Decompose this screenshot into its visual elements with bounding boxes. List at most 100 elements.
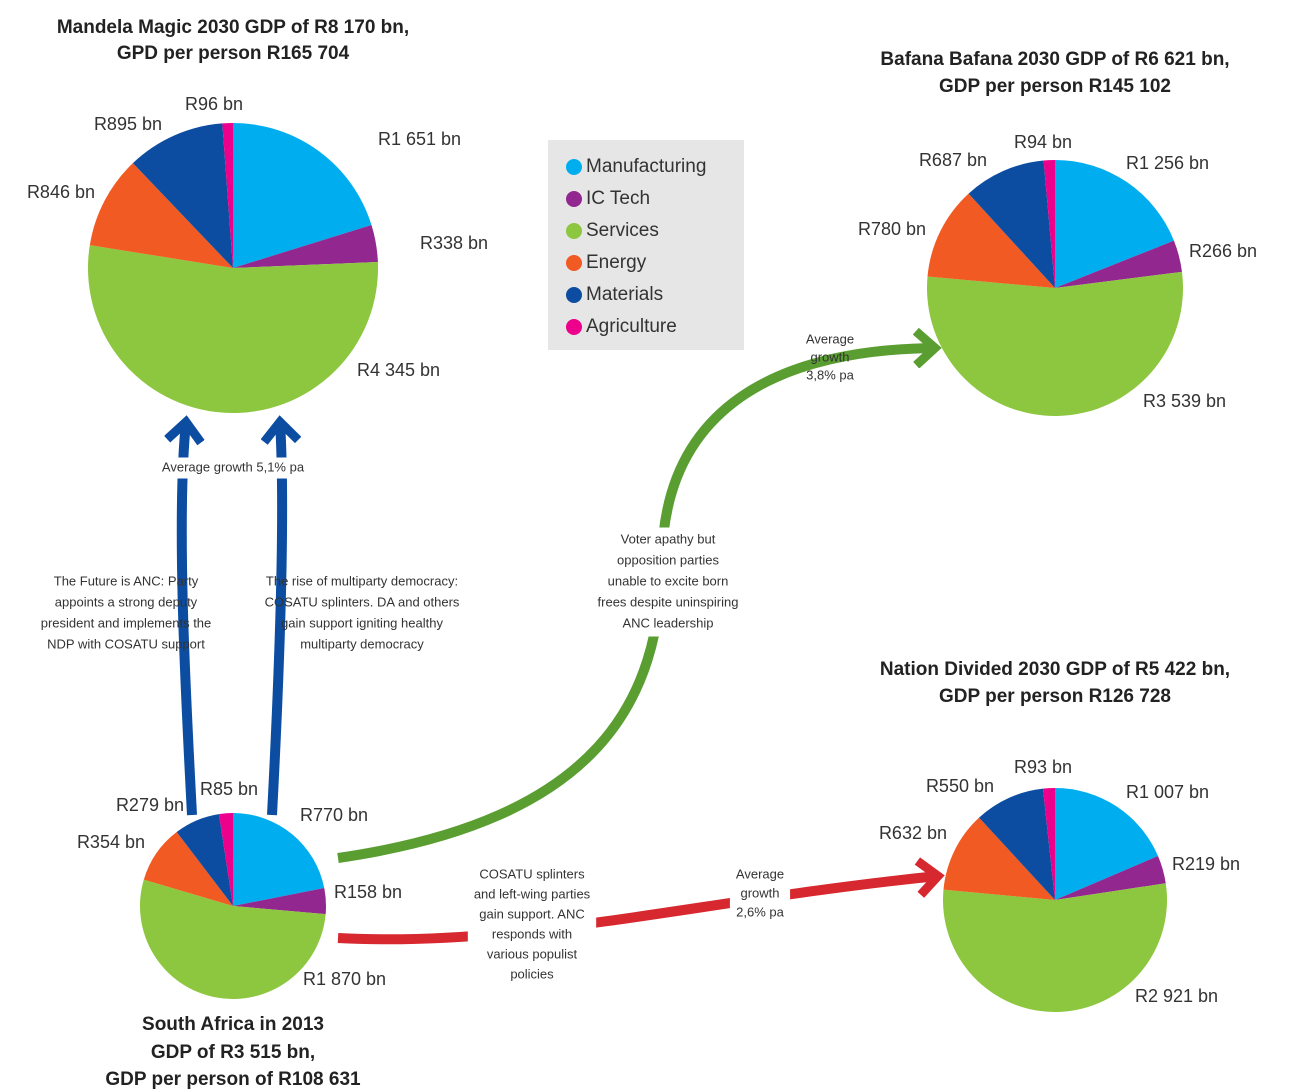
annotation-text: opposition parties [617, 552, 719, 567]
value-label: R2 921 bn [1135, 986, 1218, 1006]
pie-slice [1042, 788, 1055, 900]
chart-title: GDP per person R126 728 [939, 686, 1171, 707]
value-label: R1 007 bn [1126, 782, 1209, 802]
annotation-text: 2,6% pa [736, 904, 784, 919]
annotation-text: president and implements the [41, 615, 212, 630]
annotation-text: The rise of multiparty democracy: [266, 573, 458, 588]
annotation-text: multiparty democracy [300, 636, 424, 651]
value-label: R895 bn [94, 114, 162, 134]
chart-title: Bafana Bafana 2030 GDP of R6 621 bn, [880, 49, 1229, 70]
pie-slice [1055, 160, 1174, 288]
value-label: R780 bn [858, 219, 926, 239]
annotation-text: unable to excite born [608, 573, 729, 588]
chart-title: GDP of R3 515 bn, [151, 1042, 315, 1063]
value-label: R4 345 bn [357, 360, 440, 380]
annotation-text: growth [810, 349, 849, 364]
annotation-bg [591, 527, 745, 637]
pie-slice [943, 817, 1055, 900]
annotation: Voter apathy but opposition parties unable… [591, 527, 745, 637]
annotation-text: The Future is ANC: Party [54, 573, 199, 588]
value-label: R338 bn [420, 233, 488, 253]
legend-swatch [566, 191, 582, 207]
chart-title: Nation Divided 2030 GDP of R5 422 bn, [880, 659, 1230, 680]
pie-slice [222, 123, 233, 268]
pie-slice [1055, 855, 1166, 900]
annotation-text: responds with [492, 926, 572, 941]
pie-slice [89, 163, 234, 268]
pie-slice [927, 193, 1055, 288]
pie-slice [218, 813, 233, 906]
pie-slice [968, 160, 1055, 288]
value-label: R1 651 bn [378, 129, 461, 149]
legend-swatch [566, 319, 582, 335]
annotation-bg [729, 863, 791, 925]
annotation: Average growth 3,8% pa [806, 331, 855, 382]
annotation-text: appoints a strong deputy [55, 594, 198, 609]
value-label: R770 bn [300, 805, 368, 825]
annotation: Average growth 5,1% pa [155, 457, 311, 479]
chart-title: Mandela Magic 2030 GDP of R8 170 bn, [57, 17, 409, 38]
pie-slice [233, 123, 372, 268]
chart-title: GPD per person R165 704 [117, 43, 350, 64]
chart-title: GDP per person R145 102 [939, 76, 1171, 97]
legend-swatch [566, 223, 582, 239]
annotation-text: COSATU splinters. DA and others [265, 594, 460, 609]
value-label: R846 bn [27, 182, 95, 202]
pie-slice [87, 245, 378, 414]
legend-label: Services [586, 220, 659, 241]
value-label: R279 bn [116, 795, 184, 815]
pie-slice [233, 887, 327, 915]
value-label: R1 870 bn [303, 969, 386, 989]
pie-slice [143, 831, 233, 906]
value-label: R266 bn [1189, 241, 1257, 261]
legend-box [548, 140, 744, 350]
pie-slice [1055, 240, 1182, 288]
pie-slice [1043, 160, 1055, 288]
annotation-text: policies [510, 966, 554, 981]
annotation-text: frees despite uninspiring [598, 594, 739, 609]
chart-title: South Africa in 2013 [142, 1014, 324, 1035]
arrow [337, 876, 938, 945]
annotation-text: Average growth 5,1% pa [162, 459, 305, 474]
pie-slice [233, 813, 325, 906]
legend-label: IC Tech [586, 188, 650, 209]
value-label: R96 bn [185, 94, 243, 114]
value-label: R1 256 bn [1126, 153, 1209, 173]
pie-slice [176, 814, 233, 906]
legend-label: Manufacturing [586, 156, 706, 177]
pie-slice [979, 788, 1055, 900]
annotation-text: NDP with COSATU support [47, 636, 205, 651]
value-label: R85 bn [200, 779, 258, 799]
value-label: R94 bn [1014, 132, 1072, 152]
annotation-text: growth [740, 885, 779, 900]
pie-slice [139, 879, 326, 1000]
annotation: The rise of multiparty democracy: COSATU … [265, 573, 460, 651]
pie-slice [132, 123, 233, 269]
annotation: The Future is ANC: Party appoints a stron… [41, 573, 212, 651]
annotation-text: Average [736, 866, 784, 881]
pie-slice [233, 224, 378, 268]
annotation-text: gain support igniting healthy [281, 615, 443, 630]
value-label: R687 bn [919, 150, 987, 170]
legend-swatch [566, 159, 582, 175]
annotation-text: COSATU splinters [479, 866, 585, 881]
annotation-text: gain support. ANC [479, 906, 585, 921]
annotation-text: Average [806, 331, 854, 346]
pie-slice [943, 883, 1167, 1012]
legend-swatch [566, 287, 582, 303]
annotation: COSATU splinters and left-wing parties gai… [467, 863, 597, 987]
value-label: R632 bn [879, 823, 947, 843]
legend-swatch [566, 255, 582, 271]
value-label: R3 539 bn [1143, 391, 1226, 411]
pie-slice [926, 271, 1183, 416]
legend-label: Agriculture [586, 316, 677, 337]
annotation-text: 3,8% pa [806, 367, 854, 382]
value-label: R158 bn [334, 882, 402, 902]
legend-label: Energy [586, 252, 647, 273]
annotation-text: Voter apathy but [621, 531, 716, 546]
value-label: R93 bn [1014, 757, 1072, 777]
value-label: R354 bn [77, 832, 145, 852]
annotation-text: various populist [487, 946, 578, 961]
annotation-text: and left-wing parties [474, 886, 591, 901]
